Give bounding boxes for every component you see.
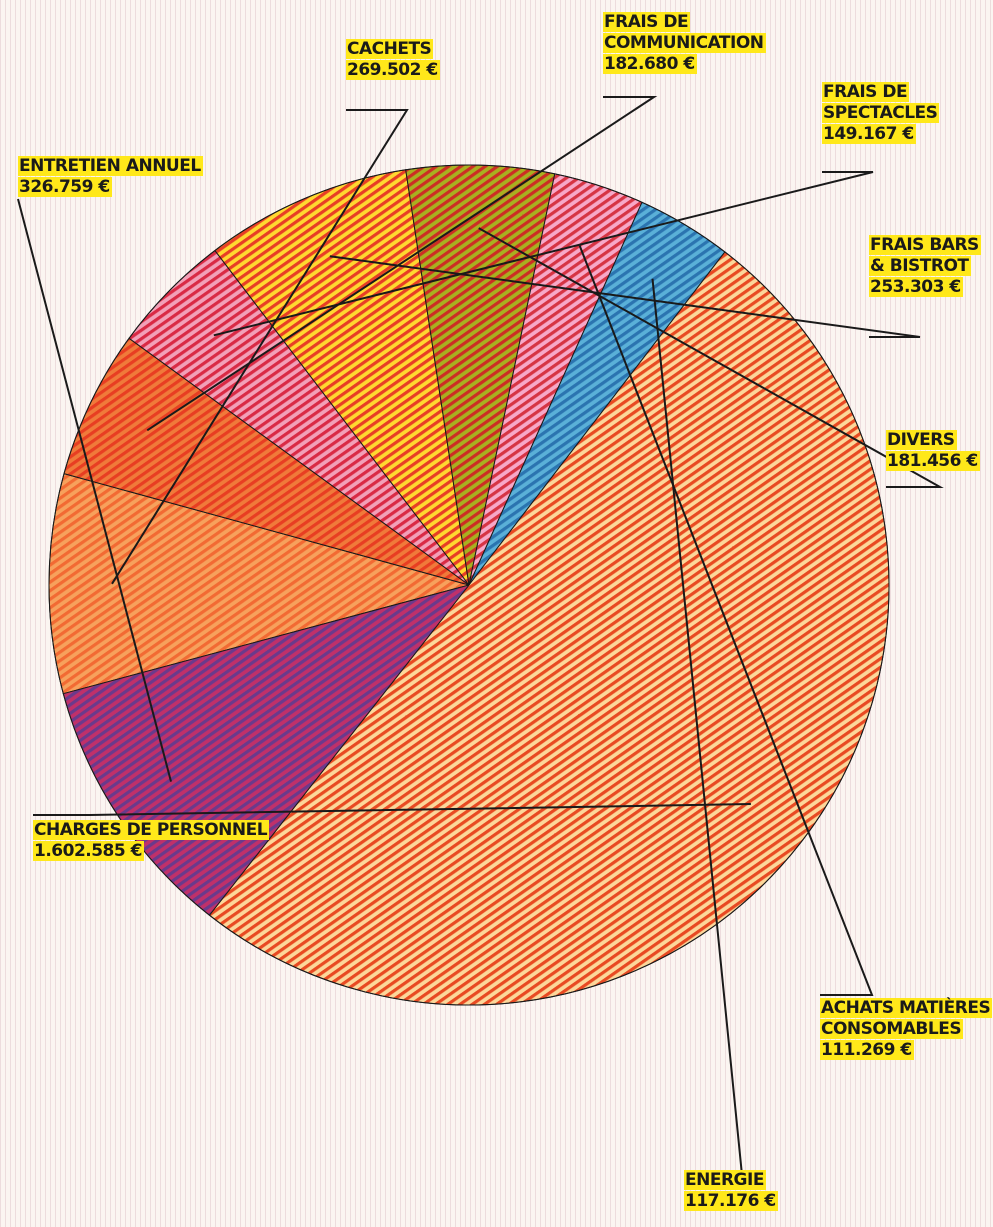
- label-energie-name: Energie: [684, 1170, 766, 1190]
- label-energie: Energie 117.176 €: [684, 1170, 778, 1212]
- leader-line-4: [478, 227, 944, 488]
- label-divers-value: 181.456 €: [886, 451, 980, 471]
- label-frais-bars-bistrot: Frais bars & bistrot 253.303 €: [869, 235, 981, 298]
- leader-line-3: [329, 255, 921, 338]
- pie-outline: [48, 164, 890, 1006]
- label-charges-de-personnel: Charges de personnel 1.602.585 €: [33, 820, 270, 862]
- label-achats-matieres-consomables: Achats matières consomables 111.269 €: [820, 998, 993, 1061]
- label-frais-de-spectacles-value: 149.167 €: [822, 124, 916, 144]
- label-frais-de-communication-name-2: communication: [603, 33, 766, 53]
- label-frais-bars-bistrot-value: 253.303 €: [869, 277, 963, 297]
- leader-line-7: [33, 803, 751, 816]
- leader-line-0: [111, 109, 409, 585]
- label-achats-matieres-name-2: consomables: [820, 1019, 964, 1039]
- label-frais-de-spectacles-name-1: Frais de: [822, 82, 910, 102]
- label-cachets-name: Cachets: [346, 39, 434, 59]
- leader-line-8: [17, 198, 172, 782]
- label-frais-de-spectacles: Frais de spectacles 149.167 €: [822, 82, 940, 145]
- leader-line-5: [578, 245, 874, 996]
- leader-line-2: [213, 171, 874, 337]
- leader-line-1: [146, 96, 658, 432]
- label-divers: Divers 181.456 €: [886, 430, 980, 472]
- label-achats-matieres-name-1: Achats matières: [820, 998, 993, 1018]
- label-achats-matieres-value: 111.269 €: [820, 1040, 914, 1060]
- label-frais-bars-bistrot-name-1: Frais bars: [869, 235, 981, 255]
- label-entretien-annuel: Entretien annuel 326.759 €: [18, 156, 203, 198]
- label-charges-de-personnel-value: 1.602.585 €: [33, 841, 144, 861]
- label-energie-value: 117.176 €: [684, 1191, 778, 1211]
- label-frais-de-communication-value: 182.680 €: [603, 54, 697, 74]
- label-frais-de-spectacles-name-2: spectacles: [822, 103, 940, 123]
- label-frais-bars-bistrot-name-2: & bistrot: [869, 256, 971, 276]
- label-divers-name: Divers: [886, 430, 957, 450]
- label-frais-de-communication: Frais de communication 182.680 €: [603, 12, 766, 75]
- pie-slices: [48, 164, 890, 1006]
- label-cachets-value: 269.502 €: [346, 60, 440, 80]
- label-frais-de-communication-name-1: Frais de: [603, 12, 691, 32]
- label-entretien-annuel-value: 326.759 €: [18, 177, 112, 197]
- label-cachets: Cachets 269.502 €: [346, 39, 440, 81]
- label-entretien-annuel-name: Entretien annuel: [18, 156, 203, 176]
- label-charges-de-personnel-name: Charges de personnel: [33, 820, 270, 840]
- leader-lines: [17, 96, 944, 1176]
